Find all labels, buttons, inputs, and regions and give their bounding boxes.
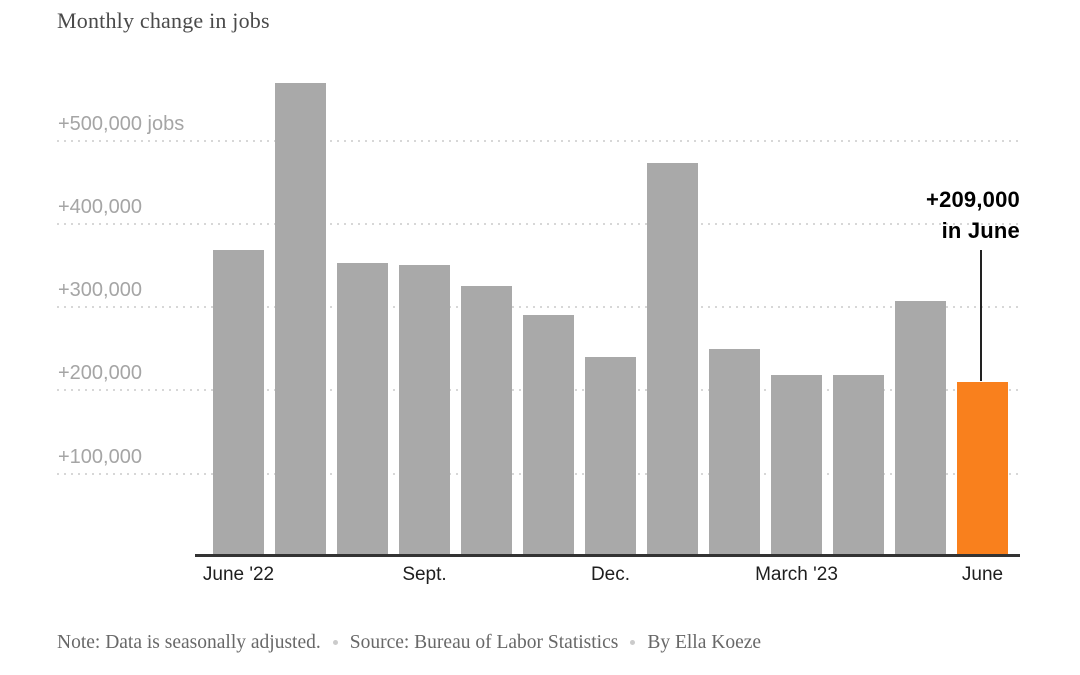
bar [337, 262, 388, 556]
chart-title: Monthly change in jobs [57, 8, 270, 33]
x-tick-label: June '22 [202, 564, 275, 585]
x-tick-label: Dec. [590, 564, 631, 585]
footer-note: Note: Data is seasonally adjusted. [57, 632, 321, 653]
y-tick-label: +500,000 jobs [58, 112, 185, 135]
footer-source: Source: Bureau of Labor Statistics [349, 632, 619, 653]
separator-dot [332, 640, 338, 645]
x-tick-label: June [961, 564, 1004, 585]
x-axis-line [195, 554, 1020, 557]
bar [771, 375, 822, 556]
x-tick-label: March '23 [755, 564, 838, 585]
gridline-400000 [57, 222, 1020, 225]
footer-byline: By Ella Koeze [647, 632, 762, 653]
footer: Note: Data is seasonally adjusted. Source… [57, 632, 761, 654]
bar [585, 356, 636, 556]
bar [399, 264, 450, 556]
bar [709, 349, 760, 556]
gridline-500000 [57, 139, 1020, 142]
bar-highlighted [957, 381, 1008, 556]
y-tick-label: +300,000 [58, 279, 142, 302]
bar [523, 314, 574, 556]
annotation-pointer-line [980, 250, 982, 381]
x-tick-label: Sept. [402, 564, 447, 585]
annotation-month: in June [941, 218, 1020, 243]
bar [461, 286, 512, 556]
bar [213, 249, 264, 556]
y-tick-label: +100,000 [58, 445, 142, 468]
y-tick-label: +400,000 [58, 195, 142, 218]
gridline-300000 [57, 306, 1020, 309]
separator-dot [630, 640, 636, 645]
bar [895, 301, 946, 556]
annotation-value: +209,000 [926, 187, 1020, 212]
bar [275, 83, 326, 556]
bar [647, 162, 698, 556]
annotation-callout: +209,000 in June [926, 184, 1020, 246]
y-tick-label: +200,000 [58, 362, 142, 385]
bar [833, 375, 884, 556]
